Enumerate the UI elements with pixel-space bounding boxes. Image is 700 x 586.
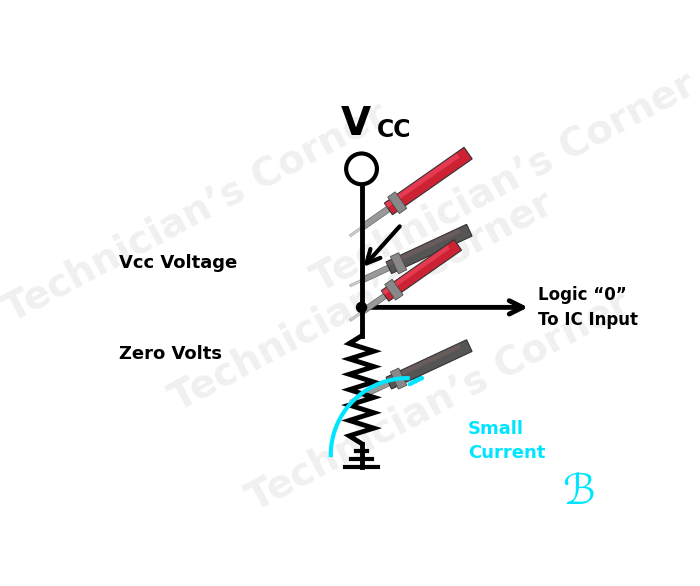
Polygon shape bbox=[384, 147, 472, 214]
Polygon shape bbox=[386, 224, 472, 274]
Polygon shape bbox=[391, 253, 407, 274]
Text: To IC Input: To IC Input bbox=[538, 311, 638, 329]
Polygon shape bbox=[386, 344, 461, 382]
Text: ℬ: ℬ bbox=[562, 471, 595, 513]
Polygon shape bbox=[349, 311, 363, 321]
Polygon shape bbox=[361, 206, 390, 229]
Polygon shape bbox=[349, 226, 364, 237]
Polygon shape bbox=[349, 278, 364, 287]
Polygon shape bbox=[360, 294, 386, 315]
Polygon shape bbox=[349, 394, 364, 402]
Polygon shape bbox=[386, 229, 461, 267]
Text: Vcc Voltage: Vcc Voltage bbox=[119, 254, 237, 272]
Text: Zero Volts: Zero Volts bbox=[119, 345, 222, 363]
Text: V: V bbox=[340, 105, 370, 143]
Polygon shape bbox=[388, 192, 407, 214]
Polygon shape bbox=[384, 280, 403, 300]
Polygon shape bbox=[386, 340, 472, 389]
Polygon shape bbox=[362, 265, 390, 282]
Text: Technician’s Corner: Technician’s Corner bbox=[241, 284, 636, 519]
Circle shape bbox=[356, 302, 367, 312]
Text: Logic “0”: Logic “0” bbox=[538, 286, 627, 304]
Polygon shape bbox=[385, 154, 459, 208]
Text: CC: CC bbox=[377, 118, 412, 142]
Polygon shape bbox=[382, 240, 461, 301]
Text: Technician’s Corner: Technician’s Corner bbox=[0, 96, 394, 330]
Text: Technician’s Corner: Technician’s Corner bbox=[164, 184, 559, 418]
Polygon shape bbox=[382, 246, 450, 295]
Text: Technician’s Corner: Technician’s Corner bbox=[306, 64, 700, 299]
Polygon shape bbox=[391, 368, 407, 389]
Text: Small
Current: Small Current bbox=[468, 421, 545, 462]
Polygon shape bbox=[362, 380, 390, 398]
